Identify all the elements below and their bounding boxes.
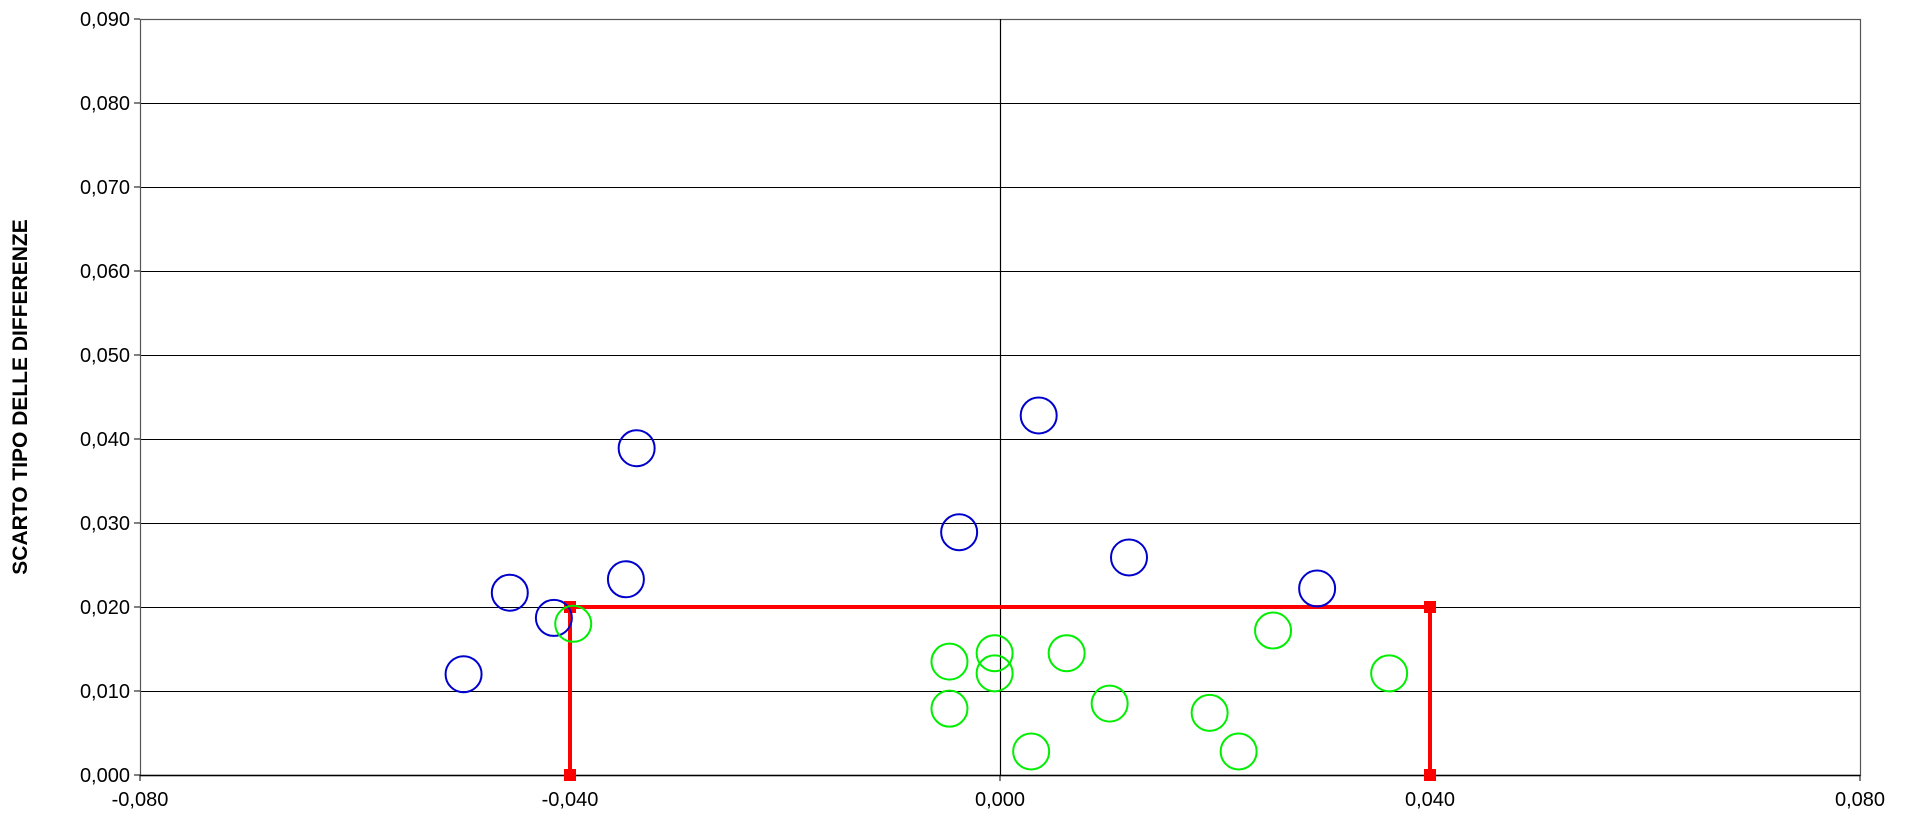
green-data-point (930, 689, 969, 728)
green-data-point (554, 604, 593, 643)
y-axis-title: SCARTO TIPO DELLE DIFFERENZE (9, 219, 32, 574)
y-tick-label: 0,090 (80, 9, 130, 31)
blue-data-point (1019, 396, 1058, 435)
blue-data-point (490, 573, 529, 612)
x-tick-label: -0,080 (112, 789, 169, 811)
x-tick-label: -0,040 (542, 789, 599, 811)
x-tick-label: 0,080 (1835, 789, 1885, 811)
y-tick-label: 0,060 (80, 261, 130, 283)
y-tick-label: 0,020 (80, 597, 130, 619)
y-tick-label: 0,030 (80, 513, 130, 535)
axes (134, 18, 1862, 781)
green-data-point (1047, 634, 1086, 673)
blue-data-point (1110, 538, 1148, 577)
green-data-point (1370, 654, 1409, 693)
data-points (444, 396, 1409, 771)
x-tick-label: 0,000 (975, 789, 1025, 811)
green-data-point (1190, 693, 1229, 732)
limit-box-marker (1424, 769, 1436, 781)
blue-data-point (534, 598, 573, 637)
y-tick-label: 0,050 (80, 345, 130, 367)
y-tick-label: 0,000 (80, 765, 130, 787)
green-data-point (1254, 611, 1293, 650)
y-tick-label: 0,080 (80, 93, 130, 115)
green-data-point (1012, 732, 1051, 771)
blue-data-point (617, 429, 656, 468)
green-data-point (975, 634, 1014, 673)
y-tick-label: 0,070 (80, 177, 130, 199)
blue-data-point (606, 560, 645, 599)
limit-box-line (568, 605, 1432, 775)
blue-data-point (444, 655, 483, 694)
blue-data-point (940, 513, 979, 552)
tick-labels: 0,000 0,010 0,020 0,030 0,040 0,050 0,060 0,070… (80, 9, 1885, 811)
green-data-point (1219, 732, 1258, 771)
limit-box-marker (1424, 601, 1436, 613)
blue-data-point (1298, 569, 1337, 608)
green-data-point (930, 642, 969, 681)
green-data-point (1090, 684, 1129, 723)
green-data-point (975, 654, 1014, 693)
limit-box-marker (564, 769, 576, 781)
y-tick-label: 0,010 (80, 681, 130, 703)
x-tick-label: 0,040 (1405, 789, 1455, 811)
y-tick-label: 0,040 (80, 429, 130, 451)
